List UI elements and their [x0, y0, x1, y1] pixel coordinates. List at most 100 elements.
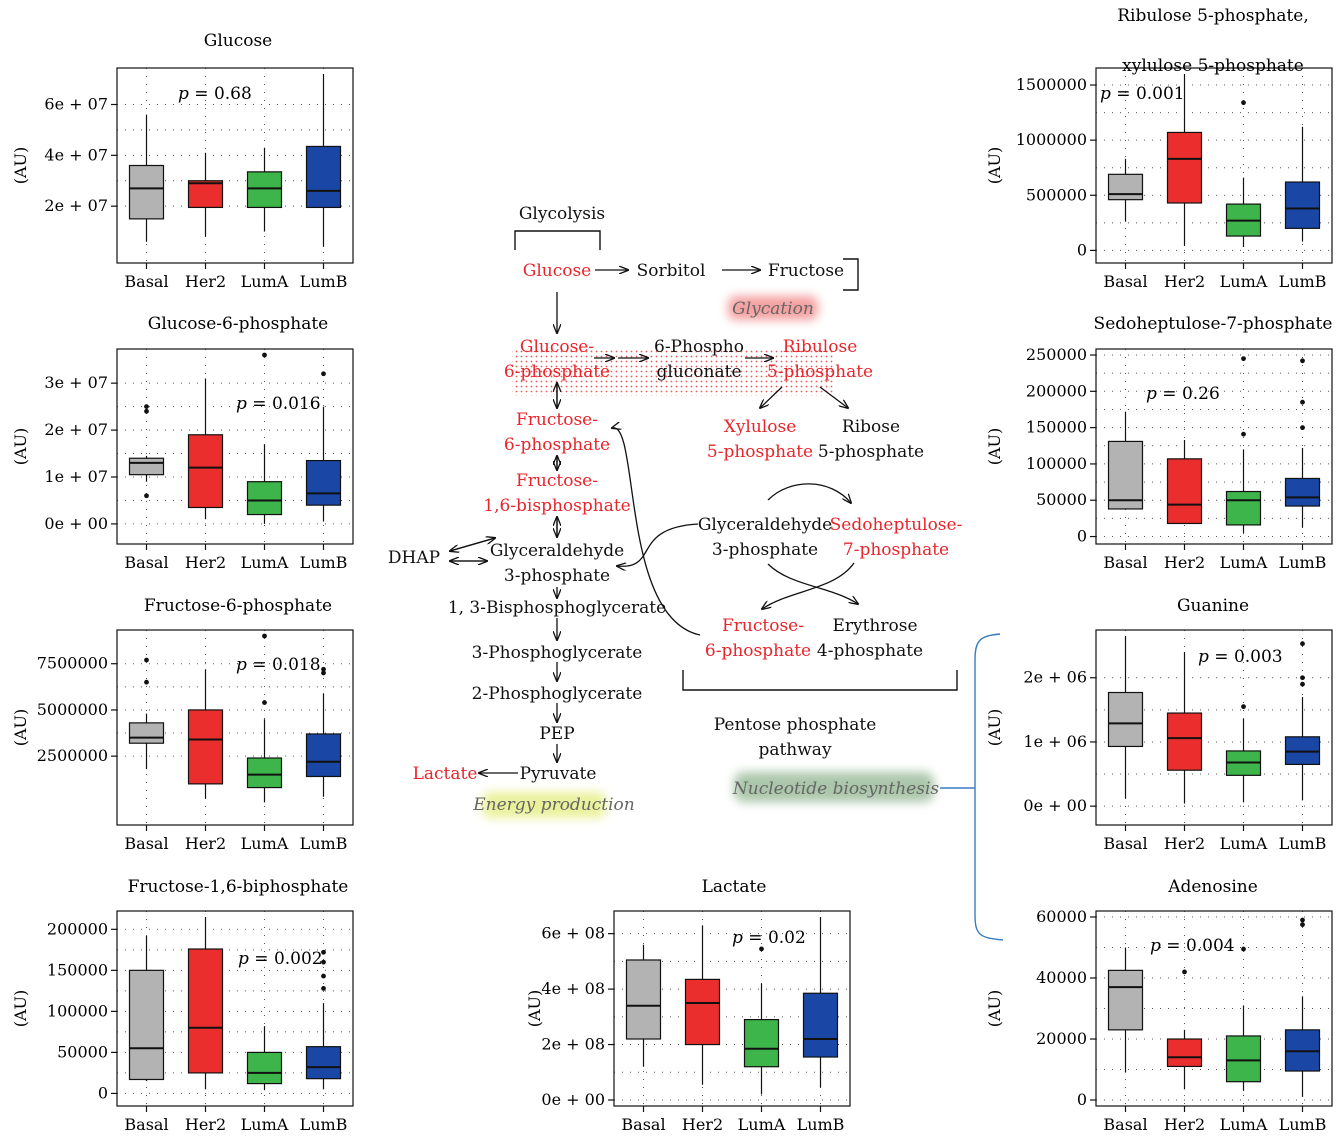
- p-value-text: = 0.018: [252, 655, 320, 675]
- outlier-point: [1300, 399, 1305, 405]
- bpg-node: 1, 3-Bisphosphoglycerate: [448, 598, 666, 618]
- y-tick-label: 0e + 00: [541, 1090, 605, 1109]
- box-basal: [128, 969, 165, 1081]
- glycolysis-bracket: [514, 230, 601, 250]
- box-basal: [1107, 691, 1144, 748]
- y-tick-label: 100000: [47, 1001, 108, 1020]
- boxplot-panel: 2500000 5000000 7500000 Basal Her2 LumA LumB Fr…: [11, 596, 354, 853]
- panel-title: Adenosine: [1167, 877, 1258, 897]
- boxplot-panel: 0e + 00 1e + 07 2e + 07 3e + 07 Basal Her2 Lum…: [11, 314, 354, 572]
- outlier-point: [1241, 704, 1246, 710]
- g3p-node-line2: 3-phosphate: [504, 566, 610, 586]
- boxplot-panel: 0 20000 40000 60000 Basal Her2 LumA LumB Adenosi…: [985, 877, 1333, 1134]
- y-tick-label: 50000: [1036, 490, 1087, 509]
- fructose-node: Fructose: [768, 261, 844, 281]
- y-tick-label: 20000: [1036, 1029, 1087, 1048]
- y-tick-label: 3e + 07: [44, 373, 108, 392]
- ppp-f6p-node-line2: 6-phosphate: [705, 641, 811, 661]
- y-tick-label: 50000: [57, 1042, 108, 1061]
- y-tick-label: 2e + 07: [44, 420, 108, 439]
- box-lumb: [1284, 181, 1321, 229]
- y-axis-label: (AU): [985, 428, 1004, 466]
- boxplot-panel: 2e + 07 4e + 07 6e + 07 Basal Her2 LumA LumB Gl…: [11, 31, 354, 291]
- y-tick-label: 1e + 07: [44, 467, 108, 486]
- x-tick-label: Her2: [185, 1115, 226, 1134]
- y-axis-label: (AU): [11, 147, 30, 185]
- outlier-point: [262, 352, 267, 358]
- y-axis-label: (AU): [525, 990, 544, 1028]
- outlier-point: [262, 700, 267, 705]
- y-tick-label: 150000: [47, 960, 108, 979]
- outlier-point: [321, 371, 326, 377]
- x-tick-label: LumB: [1279, 834, 1327, 853]
- plot-frame: [1095, 629, 1333, 826]
- x-tick-label: LumA: [241, 272, 289, 291]
- y-tick-label: 2e + 08: [541, 1035, 605, 1054]
- box-lumb: [802, 992, 839, 1058]
- x-tick-label: Her2: [185, 553, 226, 572]
- p-symbol: p: [238, 949, 254, 969]
- y-tick-label: 100000: [1026, 454, 1087, 473]
- y-tick-label: 0: [1077, 527, 1087, 546]
- sorbitol-node: Sorbitol: [637, 261, 706, 281]
- box-her2: [187, 434, 224, 509]
- y-tick-label: 4e + 07: [44, 145, 108, 164]
- dhap-node: DHAP: [388, 548, 440, 568]
- phosphogluconate-node-line1: 6-Phospho: [654, 337, 744, 357]
- outlier-point: [144, 408, 149, 414]
- f6p-node-line1: Fructose-: [516, 410, 598, 430]
- boxplot-panel: 0 50000 100000 150000 200000 250000 Basal Her2 L…: [985, 314, 1333, 572]
- outlier-point: [1300, 358, 1305, 364]
- y-tick-label: 7500000: [37, 654, 108, 673]
- box-lumb: [1284, 477, 1321, 507]
- x-tick-label: LumB: [1279, 553, 1327, 572]
- x-tick-label: Basal: [124, 1115, 168, 1134]
- outlier-point: [1300, 675, 1305, 681]
- p-symbol: p: [1146, 384, 1162, 404]
- x-tick-label: Her2: [1164, 272, 1205, 291]
- y-tick-label: 0e + 00: [1023, 796, 1087, 815]
- x-tick-label: LumA: [1220, 834, 1268, 853]
- panel-title: Glucose-6-phosphate: [148, 314, 328, 334]
- box-basal: [128, 722, 165, 744]
- x-tick-label: Her2: [185, 272, 226, 291]
- box-her2: [187, 180, 224, 209]
- pep-node: PEP: [539, 724, 574, 744]
- y-axis-label: (AU): [11, 709, 30, 747]
- outlier-point: [321, 985, 326, 991]
- y-tick-label: 0: [1077, 240, 1087, 259]
- ppp-label-line1: Pentose phosphate: [714, 715, 877, 735]
- box-her2: [187, 709, 224, 785]
- plot-frame: [613, 910, 851, 1107]
- boxplot-panel: 0e + 00 2e + 08 4e + 08 6e + 08 Basal Her2 Lum…: [525, 877, 851, 1134]
- x-tick-label: LumB: [797, 1115, 845, 1134]
- box-luma: [246, 1051, 283, 1085]
- outlier-point: [1300, 641, 1305, 647]
- energy-glow: [482, 792, 606, 818]
- glycation-label: Glycation: [732, 299, 814, 319]
- fructose-bracket: [843, 258, 859, 291]
- g6p-node-line1: Glucose-: [520, 337, 594, 357]
- box-her2: [1166, 458, 1203, 525]
- y-axis-label: (AU): [985, 709, 1004, 747]
- 3pg-node: 3-Phosphoglycerate: [472, 643, 643, 663]
- p-value-text: = 0.26: [1162, 384, 1220, 404]
- x-tick-label: LumB: [300, 1115, 348, 1134]
- outlier-point: [262, 633, 267, 639]
- x-tick-label: LumB: [300, 272, 348, 291]
- plot-frame: [1095, 67, 1333, 264]
- g3p-node-line1: Glyceraldehyde: [490, 541, 624, 561]
- x-tick-label: Basal: [124, 553, 168, 572]
- plot-frame: [1095, 348, 1333, 545]
- y-axis-label: (AU): [11, 990, 30, 1028]
- outlier-point: [321, 959, 326, 965]
- x-tick-label: Her2: [1164, 834, 1205, 853]
- pathway-diagram: Glycolysis Glucose Sorbitol Fructose Gly…: [388, 204, 1004, 941]
- y-tick-label: 6e + 08: [541, 924, 605, 943]
- outlier-point: [1241, 946, 1246, 952]
- f6p-node-line2: 6-phosphate: [504, 435, 610, 455]
- p-value: p = 0.002: [238, 949, 323, 969]
- box-basal: [625, 959, 662, 1040]
- x-tick-label: Basal: [124, 834, 168, 853]
